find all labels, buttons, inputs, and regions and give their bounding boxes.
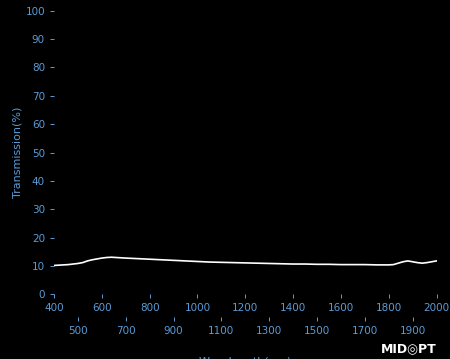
Text: Wavelength(nm): Wavelength(nm) — [199, 357, 292, 359]
Text: MID◎PT: MID◎PT — [381, 342, 436, 355]
Y-axis label: Transmission(%): Transmission(%) — [13, 107, 22, 198]
